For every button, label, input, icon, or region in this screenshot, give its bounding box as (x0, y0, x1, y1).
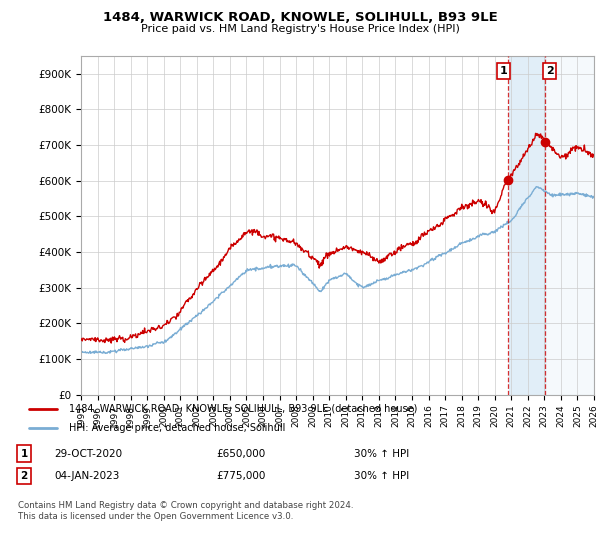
Text: 30% ↑ HPI: 30% ↑ HPI (354, 449, 409, 459)
Text: HPI: Average price, detached house, Solihull: HPI: Average price, detached house, Soli… (69, 423, 285, 433)
Text: 30% ↑ HPI: 30% ↑ HPI (354, 471, 409, 481)
Text: Contains HM Land Registry data © Crown copyright and database right 2024.
This d: Contains HM Land Registry data © Crown c… (18, 501, 353, 521)
Text: 1484, WARWICK ROAD, KNOWLE, SOLIHULL, B93 9LE (detached house): 1484, WARWICK ROAD, KNOWLE, SOLIHULL, B9… (69, 404, 417, 414)
Text: 2: 2 (20, 471, 28, 481)
Text: Price paid vs. HM Land Registry's House Price Index (HPI): Price paid vs. HM Land Registry's House … (140, 24, 460, 34)
Text: 1484, WARWICK ROAD, KNOWLE, SOLIHULL, B93 9LE: 1484, WARWICK ROAD, KNOWLE, SOLIHULL, B9… (103, 11, 497, 24)
Text: 1: 1 (20, 449, 28, 459)
Text: £775,000: £775,000 (216, 471, 265, 481)
Text: £650,000: £650,000 (216, 449, 265, 459)
Text: 2: 2 (546, 66, 554, 76)
Text: 1: 1 (500, 66, 508, 76)
Text: 29-OCT-2020: 29-OCT-2020 (54, 449, 122, 459)
Text: 04-JAN-2023: 04-JAN-2023 (54, 471, 119, 481)
